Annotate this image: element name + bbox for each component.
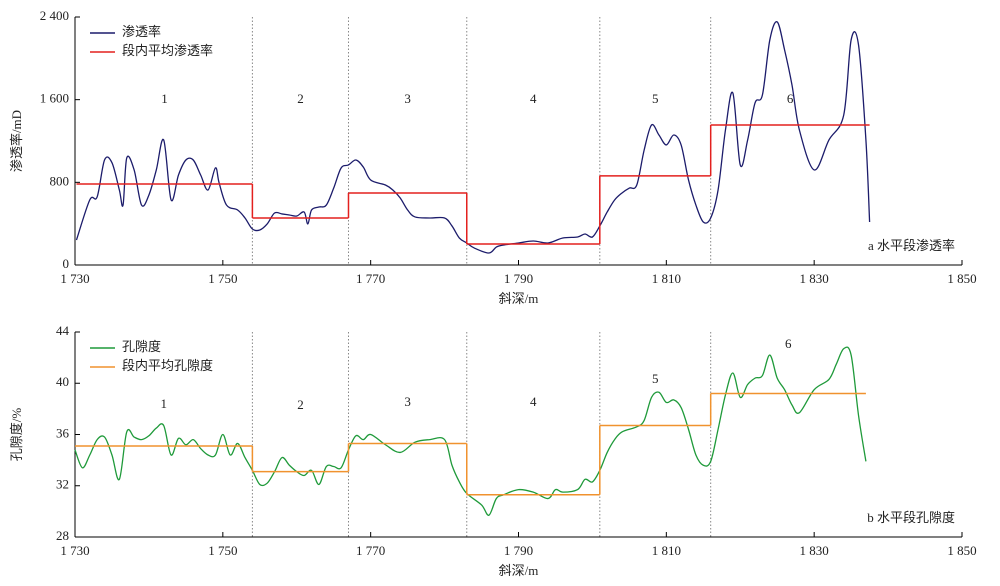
x-tick-label: 1 770 [356, 271, 385, 286]
step-riser [251, 124, 712, 245]
y-tick-label: 28 [56, 528, 69, 543]
x-axis-label: 斜深/m [499, 563, 539, 578]
x-tick-label: 1 750 [208, 543, 237, 558]
segment-label: 1 [161, 91, 168, 106]
y-tick-label: 40 [56, 374, 69, 389]
x-tick-label: 1 850 [947, 271, 976, 286]
segment-label: 4 [530, 91, 537, 106]
panel-title: a 水平段渗透率 [868, 238, 955, 253]
segment-label: 1 [160, 396, 167, 411]
x-tick-label: 1 810 [652, 543, 681, 558]
x-tick-label: 1 830 [800, 271, 829, 286]
y-tick-label: 800 [50, 173, 70, 188]
x-tick-label: 1 730 [60, 271, 89, 286]
step-riser [251, 393, 712, 495]
legend-label: 孔隙度 [122, 339, 161, 354]
data-line [75, 21, 871, 254]
legend-label: 段内平均孔隙度 [122, 358, 213, 373]
y-tick-label: 2 400 [40, 8, 69, 23]
legend-label: 段内平均渗透率 [122, 43, 213, 58]
x-tick-label: 1 750 [208, 271, 237, 286]
segment-label: 5 [652, 371, 659, 386]
segment-label: 4 [530, 394, 537, 409]
x-tick-label: 1 770 [356, 543, 385, 558]
segment-label: 3 [404, 394, 411, 409]
data-line [74, 346, 867, 516]
y-tick-label: 1 600 [40, 91, 69, 106]
segment-label: 5 [652, 91, 659, 106]
segment-label: 2 [297, 91, 304, 106]
segment-label: 3 [404, 91, 411, 106]
x-tick-label: 1 730 [60, 543, 89, 558]
x-tick-label: 1 850 [947, 543, 976, 558]
x-tick-label: 1 810 [652, 271, 681, 286]
y-tick-label: 36 [56, 425, 70, 440]
segment-label: 6 [785, 336, 792, 351]
y-axis-label: 渗透率/mD [9, 110, 24, 172]
y-tick-label: 44 [56, 323, 70, 338]
panel-title: b 水平段孔隙度 [867, 510, 955, 525]
segment-label: 2 [297, 397, 304, 412]
legend-label: 渗透率 [122, 24, 161, 39]
y-tick-label: 0 [63, 256, 70, 271]
segment-label: 6 [787, 91, 794, 106]
y-axis-label: 孔隙度/% [9, 408, 24, 462]
y-tick-label: 32 [56, 477, 69, 492]
x-tick-label: 1 830 [800, 543, 829, 558]
x-tick-label: 1 790 [504, 543, 533, 558]
x-axis-label: 斜深/m [499, 291, 539, 306]
x-tick-label: 1 790 [504, 271, 533, 286]
